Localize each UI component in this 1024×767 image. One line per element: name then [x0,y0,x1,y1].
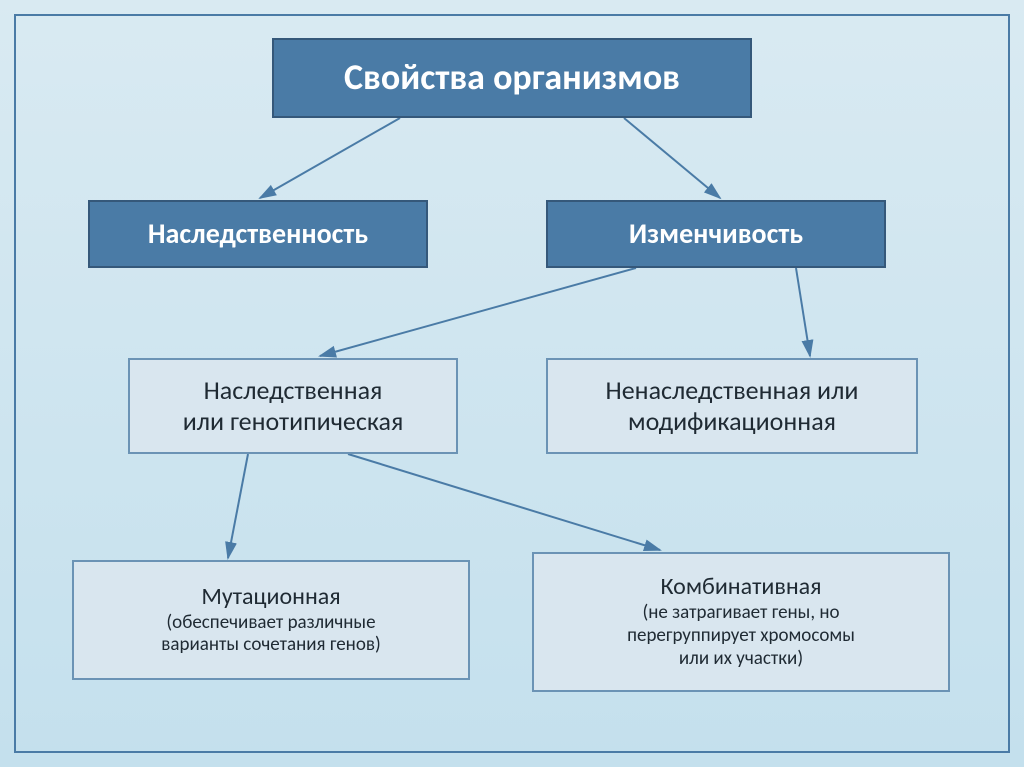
node-hereditary: Наследственная или генотипическая [128,358,458,454]
node-combinative-sub2: перегруппирует хромосомы [627,625,855,648]
node-heredity: Наследственность [88,200,428,268]
node-root-label: Свойства организмов [344,56,680,99]
node-mutational-title: Мутационная [161,583,380,612]
node-variability: Изменчивость [546,200,886,268]
node-heredity-label: Наследственность [148,217,368,251]
node-variability-label: Изменчивость [629,217,803,251]
node-mutational-sub1: (обеспечивает различные [161,612,380,635]
node-combinative-sub3: или их участки) [627,648,855,671]
node-combinative-sub1: (не затрагивает гены, но [627,602,855,625]
node-nonhereditary-line2: модификационная [606,406,859,437]
node-nonhereditary-line1: Ненаследственная или [606,375,859,406]
node-root: Свойства организмов [272,38,752,118]
node-mutational-sub2: варианты сочетания генов) [161,634,380,657]
node-hereditary-line2: или генотипическая [183,406,404,437]
node-combinative: Комбинативная (не затрагивает гены, но п… [532,552,950,692]
node-hereditary-line1: Наследственная [183,375,404,406]
node-combinative-title: Комбинативная [627,573,855,602]
node-nonhereditary: Ненаследственная или модификационная [546,358,918,454]
node-mutational: Мутационная (обеспечивает различные вари… [72,560,470,680]
